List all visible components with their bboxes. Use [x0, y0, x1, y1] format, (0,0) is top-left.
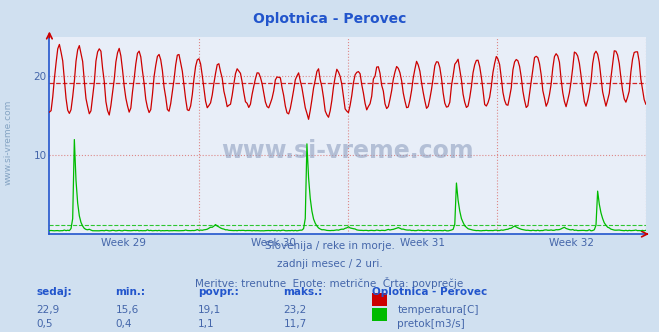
Text: 23,2: 23,2 — [283, 305, 306, 315]
Text: www.si-vreme.com: www.si-vreme.com — [4, 100, 13, 186]
Text: 22,9: 22,9 — [36, 305, 59, 315]
Text: 0,4: 0,4 — [115, 319, 132, 329]
Text: zadnji mesec / 2 uri.: zadnji mesec / 2 uri. — [277, 259, 382, 269]
Text: sedaj:: sedaj: — [36, 287, 72, 297]
Text: 1,1: 1,1 — [198, 319, 214, 329]
Text: 15,6: 15,6 — [115, 305, 138, 315]
Text: maks.:: maks.: — [283, 287, 323, 297]
Text: Oplotnica - Perovec: Oplotnica - Perovec — [372, 287, 488, 297]
Text: Meritve: trenutne  Enote: metrične  Črta: povprečje: Meritve: trenutne Enote: metrične Črta: … — [195, 277, 464, 289]
Text: www.si-vreme.com: www.si-vreme.com — [221, 139, 474, 163]
Text: Oplotnica - Perovec: Oplotnica - Perovec — [253, 12, 406, 26]
Text: 0,5: 0,5 — [36, 319, 53, 329]
Text: povpr.:: povpr.: — [198, 287, 239, 297]
Text: temperatura[C]: temperatura[C] — [397, 305, 479, 315]
Text: 19,1: 19,1 — [198, 305, 221, 315]
Text: pretok[m3/s]: pretok[m3/s] — [397, 319, 465, 329]
Text: Slovenija / reke in morje.: Slovenija / reke in morje. — [264, 241, 395, 251]
Text: 11,7: 11,7 — [283, 319, 306, 329]
Text: min.:: min.: — [115, 287, 146, 297]
